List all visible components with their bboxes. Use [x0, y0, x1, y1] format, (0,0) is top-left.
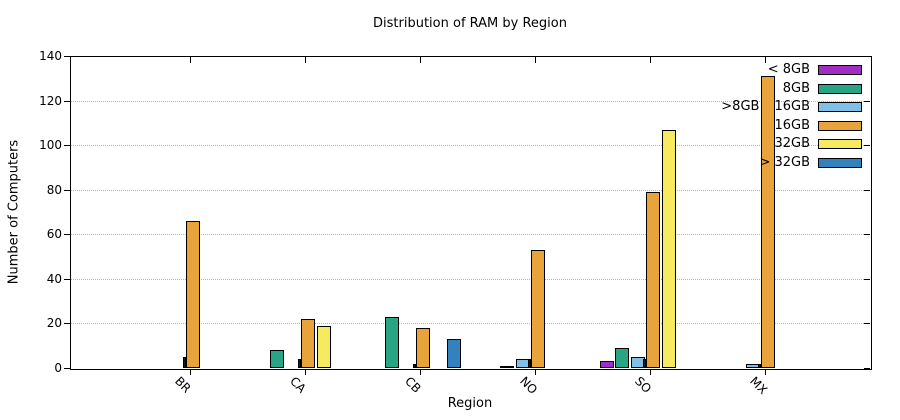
y-tick-label: 80 — [46, 182, 62, 197]
legend-swatch — [818, 83, 862, 94]
x-axis-title: Region — [447, 396, 493, 411]
y-tick-mirror — [864, 145, 870, 147]
y-tick-label: 20 — [46, 316, 62, 331]
legend-swatch — [818, 65, 862, 75]
x-tick-mirror — [305, 57, 306, 63]
legend-label: 8GB — [782, 80, 810, 96]
y-tick-mirror — [864, 56, 870, 57]
legend-label: < 8GB — [767, 62, 810, 77]
bar-8GB-NO — [500, 365, 514, 368]
x-tick — [535, 369, 536, 375]
legend-swatch — [818, 102, 862, 112]
chart-title: Distribution of RAM by Region — [373, 16, 567, 31]
grid-line — [70, 100, 870, 102]
grid-line — [70, 145, 870, 147]
bar-unlabeled-CA — [298, 359, 301, 368]
bar-16GB-MX — [761, 76, 775, 368]
y-tick-mirror — [864, 278, 870, 280]
legend-label: 16GB — [774, 117, 810, 133]
legend-swatch — [818, 120, 862, 131]
x-tick-mirror — [765, 57, 766, 63]
x-tick-mirror — [420, 57, 421, 63]
legend-swatch — [818, 139, 862, 149]
bar-8GB-CB — [385, 316, 399, 368]
y-tick-label: 60 — [46, 227, 62, 242]
legend-label: > 32GB — [759, 154, 810, 170]
bar-unlabeled-SO — [643, 359, 646, 368]
x-tick — [305, 369, 306, 375]
y-tick-mirror — [864, 234, 870, 236]
y-tick-label: 100 — [39, 138, 62, 153]
bar-8GB-CA — [270, 350, 284, 368]
legend-label: 32GB — [774, 136, 810, 151]
y-tick — [64, 100, 70, 102]
legend-swatch — [818, 157, 862, 168]
y-tick-label: 40 — [46, 271, 62, 286]
legend-label: >8GB <16GB — [721, 99, 810, 114]
bar-unlabeled-BR — [183, 356, 186, 368]
x-tick — [420, 369, 421, 375]
x-tick-mirror — [535, 57, 536, 63]
bar-32GB-CB — [447, 339, 461, 368]
y-axis-title: Number of Computers — [6, 139, 22, 285]
y-tick — [64, 145, 70, 147]
y-tick-mirror — [864, 323, 870, 325]
x-tick-mirror — [190, 57, 191, 63]
bar-8GB-SO — [599, 361, 614, 368]
y-tick-label: 0 — [54, 361, 62, 375]
y-tick-label: 120 — [39, 93, 62, 108]
bar-32GB-CA — [316, 325, 331, 368]
x-tick-label: NO — [517, 374, 541, 397]
y-tick-mirror — [864, 189, 870, 191]
bar-16GB-CA — [301, 318, 315, 368]
y-tick — [64, 368, 70, 369]
y-tick — [64, 234, 70, 236]
x-tick — [650, 369, 651, 375]
x-tick-mirror — [650, 57, 651, 63]
bar-32GB-SO — [661, 129, 676, 368]
x-tick-label: SO — [632, 374, 655, 396]
x-tick-label: MX — [747, 374, 771, 398]
bar-16GB-SO — [646, 191, 660, 368]
bar-unlabeled-MX — [758, 363, 761, 368]
bar-16GB-CB — [416, 327, 430, 368]
y-tick — [64, 56, 70, 57]
grid-line — [70, 189, 870, 191]
grid-line — [70, 323, 870, 325]
y-tick-mirror — [864, 368, 870, 369]
x-tick — [765, 369, 766, 375]
grid-line — [70, 278, 870, 280]
y-tick-label: 140 — [39, 49, 62, 63]
x-tick-label: CB — [402, 374, 424, 396]
bar-unlabeled-CB — [413, 363, 416, 368]
y-tick — [64, 189, 70, 191]
bar-16GB-NO — [531, 249, 545, 368]
y-tick — [64, 323, 70, 325]
x-tick-label: BR — [172, 374, 194, 396]
bar-8GB-SO — [615, 347, 629, 368]
bar-unlabeled-NO — [528, 359, 531, 368]
bar-16GB-BR — [186, 220, 200, 368]
x-tick-label: CA — [287, 374, 309, 396]
x-tick — [190, 369, 191, 375]
y-tick — [64, 278, 70, 280]
grid-line — [70, 234, 870, 236]
y-tick-mirror — [864, 100, 870, 102]
